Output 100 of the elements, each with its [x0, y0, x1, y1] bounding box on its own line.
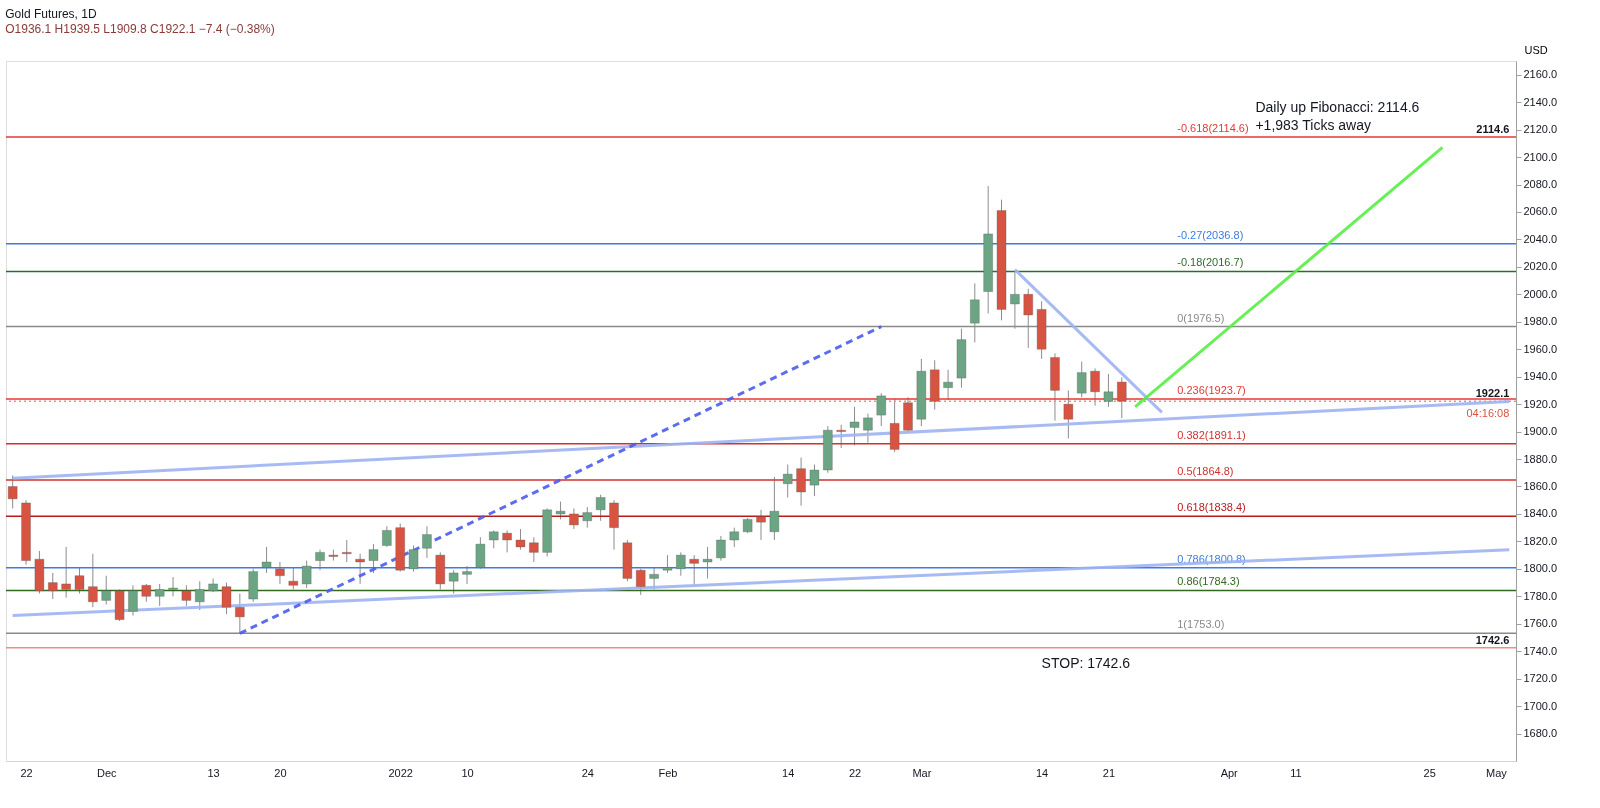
y-tick-label: 2160.0	[1523, 68, 1558, 81]
candlestick	[635, 568, 646, 596]
ref-line-label: 0.618(1838.4)	[1177, 501, 1246, 514]
candlestick	[301, 560, 312, 589]
candlestick	[1076, 361, 1087, 398]
candlestick	[769, 476, 780, 541]
candlestick	[168, 576, 178, 597]
y-tick-label: 1800.0	[1523, 562, 1558, 575]
candlestick	[355, 553, 366, 585]
candlestick	[515, 528, 526, 551]
y-tick-label: 2080.0	[1523, 178, 1558, 191]
y-tick-label: 2100.0	[1523, 150, 1558, 163]
candlestick	[943, 369, 953, 401]
candlestick	[809, 464, 820, 497]
candlestick	[729, 527, 740, 548]
x-tick-label: 25	[1423, 766, 1436, 779]
ref-line-label: -0.618(2114.6)	[1177, 122, 1249, 135]
x-tick-label: Dec	[96, 766, 117, 779]
candlestick	[716, 535, 726, 562]
candlestick	[876, 392, 887, 427]
candlestick	[475, 536, 486, 570]
y-tick-label: 1780.0	[1523, 589, 1558, 602]
chart-subtitle: O1936.1 H1939.5 L1909.8 C1922.1 −7.4 (−0.38%)	[5, 22, 275, 36]
candlestick	[368, 543, 379, 574]
candlestick	[689, 554, 700, 585]
x-tick-label: 14	[782, 766, 795, 779]
candlestick	[194, 580, 205, 611]
y-tick-label: 1940.0	[1523, 370, 1558, 383]
candlestick	[448, 569, 459, 595]
candlestick	[341, 539, 352, 563]
ref-line-label: 0.382(1891.1)	[1177, 428, 1246, 441]
y-tick-label: 1840.0	[1523, 507, 1558, 520]
y-tick-label: 2060.0	[1523, 205, 1558, 218]
candlestick	[154, 583, 165, 607]
candlestick	[381, 525, 392, 548]
x-tick-label: 14	[1035, 766, 1049, 779]
candlestick	[181, 584, 192, 607]
candlestick	[47, 572, 58, 600]
annotation: 1922.1	[1475, 387, 1510, 400]
y-tick-label: 1960.0	[1523, 342, 1558, 355]
y-tick-label: 1980.0	[1523, 315, 1558, 328]
y-tick-label: 2020.0	[1523, 260, 1558, 273]
candlestick	[863, 413, 873, 444]
ref-line-label: 0.786(1800.8)	[1177, 552, 1246, 565]
y-tick-label: 1720.0	[1523, 672, 1558, 685]
x-tick-label: 11	[1290, 766, 1302, 779]
candlestick	[288, 566, 299, 590]
candlestick	[128, 584, 138, 617]
annotation: 2114.6	[1476, 123, 1510, 136]
candlestick	[7, 475, 18, 509]
x-tick-label: 24	[581, 766, 594, 779]
annotation: STOP: 1742.6	[1041, 654, 1131, 671]
x-tick-label: Feb	[658, 766, 678, 779]
candlestick	[422, 525, 432, 559]
candlestick	[221, 582, 232, 615]
y-tick-label: 1740.0	[1523, 644, 1558, 657]
ref-line-label: -0.18(2016.7)	[1177, 256, 1244, 269]
x-tick-label: Apr	[1220, 766, 1239, 779]
candlestick	[61, 546, 72, 599]
candlestick	[702, 546, 713, 579]
ref-line-label: 0.5(1864.8)	[1177, 464, 1234, 477]
y-tick-label: 1680.0	[1523, 727, 1558, 740]
candlestick	[595, 494, 606, 522]
candlestick	[1063, 389, 1074, 439]
x-tick-label: 13	[207, 766, 220, 779]
y-tick-label: 2000.0	[1523, 287, 1558, 300]
chart-title: Gold Futures, 1D	[5, 7, 97, 21]
ref-line-label: -0.27(2036.8)	[1177, 228, 1244, 241]
y-tick-label: 1900.0	[1523, 425, 1558, 438]
candlestick	[408, 545, 419, 573]
x-tick-label: 22	[20, 766, 33, 779]
candlestick	[796, 457, 806, 507]
ref-line-label: 1(1753.0)	[1177, 618, 1225, 631]
y-axis-title: USD	[1524, 43, 1548, 56]
candlestick	[569, 507, 579, 530]
x-tick-label: 22	[848, 766, 862, 779]
candlestick	[528, 536, 539, 563]
candlestick	[756, 509, 766, 541]
candlestick	[462, 565, 472, 585]
x-tick-label: 20	[274, 766, 287, 779]
annotation: Daily up Fibonacci: 2114.6	[1255, 98, 1420, 115]
candlestick	[1116, 376, 1127, 419]
candlestick	[582, 506, 593, 529]
candlestick	[1103, 373, 1114, 408]
y-tick-label: 1700.0	[1523, 699, 1558, 712]
x-tick-label: 21	[1102, 766, 1116, 779]
annotation: 04:16:08	[1466, 406, 1510, 419]
y-tick-label: 1880.0	[1523, 452, 1558, 465]
y-tick-label: 1920.0	[1523, 397, 1558, 410]
x-tick-label: May	[1486, 766, 1508, 779]
candlestick	[849, 406, 860, 446]
y-tick-label: 2120.0	[1523, 123, 1558, 136]
candlestick	[315, 549, 325, 571]
x-tick-label: Mar	[912, 766, 932, 779]
candlestick	[675, 551, 686, 577]
annotation: 1742.6	[1475, 633, 1510, 646]
y-tick-label: 2140.0	[1523, 95, 1558, 108]
y-tick-label: 1820.0	[1523, 534, 1558, 547]
y-tick-label: 1860.0	[1523, 479, 1558, 492]
y-tick-label: 1760.0	[1523, 617, 1558, 630]
